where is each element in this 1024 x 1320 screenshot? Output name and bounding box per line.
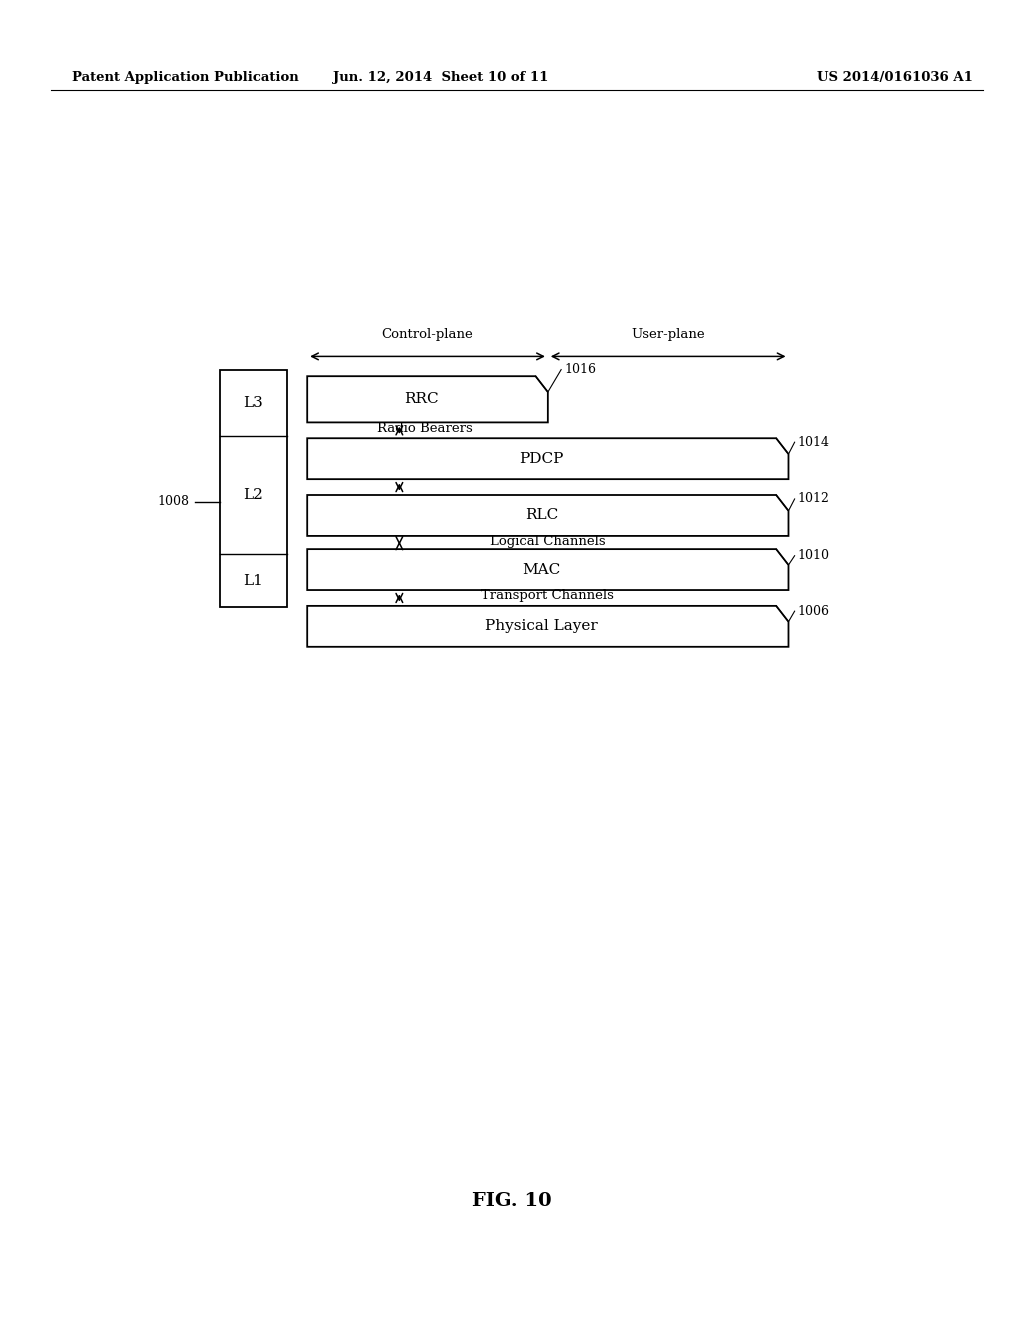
Text: 1016: 1016 [564, 363, 596, 376]
Text: Patent Application Publication: Patent Application Publication [72, 71, 298, 84]
Text: L3: L3 [244, 396, 263, 409]
Text: 1006: 1006 [798, 605, 829, 618]
Text: 1008: 1008 [158, 495, 189, 508]
Polygon shape [307, 438, 788, 479]
Text: User-plane: User-plane [632, 327, 705, 341]
Text: RRC: RRC [404, 392, 438, 407]
Text: Jun. 12, 2014  Sheet 10 of 11: Jun. 12, 2014 Sheet 10 of 11 [333, 71, 548, 84]
Bar [220, 370, 287, 607]
Text: US 2014/0161036 A1: US 2014/0161036 A1 [817, 71, 973, 84]
Text: Control-plane: Control-plane [382, 327, 473, 341]
Text: Transport Channels: Transport Channels [481, 589, 614, 602]
Text: FIG. 10: FIG. 10 [472, 1192, 552, 1210]
Text: Physical Layer: Physical Layer [485, 619, 598, 634]
Text: Logical Channels: Logical Channels [490, 535, 605, 548]
Text: Radio Bearers: Radio Bearers [377, 422, 473, 436]
Text: PDCP: PDCP [519, 451, 564, 466]
Text: 1010: 1010 [798, 549, 829, 562]
Text: 1014: 1014 [798, 436, 829, 449]
Text: 1012: 1012 [798, 492, 829, 506]
Text: RLC: RLC [525, 508, 558, 523]
Polygon shape [307, 376, 548, 422]
Polygon shape [307, 549, 788, 590]
Text: MAC: MAC [522, 562, 561, 577]
Text: L1: L1 [244, 574, 263, 587]
Polygon shape [307, 606, 788, 647]
Polygon shape [307, 495, 788, 536]
Text: L2: L2 [244, 488, 263, 502]
